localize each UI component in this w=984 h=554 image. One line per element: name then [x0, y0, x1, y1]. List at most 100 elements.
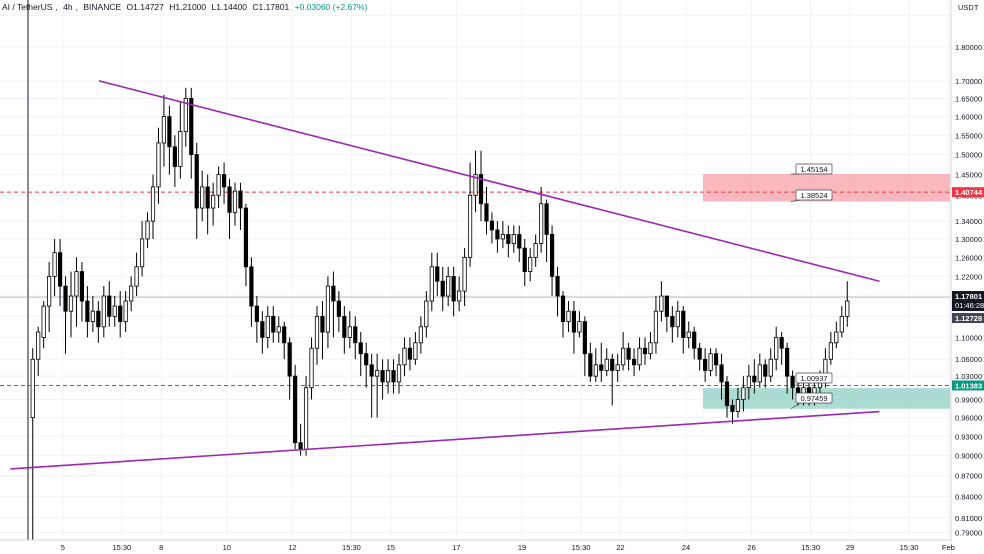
legend-low: L1.14400	[211, 2, 247, 12]
legend-symbol[interactable]: AI / TetherUS	[2, 2, 53, 12]
candle	[123, 291, 128, 333]
candle-body-down	[713, 353, 719, 366]
price-tick-label: 1.65000	[955, 94, 982, 103]
candle	[402, 337, 407, 377]
candle-body-down	[506, 234, 511, 244]
candle-body-down	[85, 300, 90, 322]
candle	[118, 291, 123, 338]
candle	[314, 306, 320, 365]
candle-body-up	[746, 375, 751, 389]
time-axis	[0, 540, 951, 554]
candle	[134, 252, 139, 297]
candle	[57, 238, 63, 307]
candle-body-down	[353, 326, 358, 344]
price-tick-label: 1.22000	[955, 272, 982, 281]
legend-interval[interactable]: 4h	[63, 2, 73, 12]
callout-leader	[790, 382, 801, 389]
candle-body-up	[621, 347, 626, 366]
callout-box	[795, 189, 833, 201]
candle	[30, 348, 35, 540]
candle-body-down	[670, 315, 675, 328]
callout-leader	[790, 402, 801, 410]
candle	[708, 348, 713, 377]
candle-body-up	[139, 238, 145, 268]
candle-body-up	[637, 347, 642, 366]
candle	[396, 353, 402, 394]
candle-body-down	[785, 347, 790, 377]
candle	[785, 342, 790, 394]
candle	[582, 316, 587, 377]
price-tick-label: 1.03000	[955, 372, 982, 381]
candle	[664, 295, 669, 333]
ascending-trendline[interactable]	[10, 410, 880, 470]
price-tick-label: 0.84000	[955, 492, 982, 501]
candle	[593, 348, 598, 382]
candle-body-up	[675, 310, 680, 328]
candle-body-down	[364, 353, 369, 366]
candle-body-down	[703, 358, 708, 371]
candle-body-up	[129, 285, 134, 302]
candle	[68, 271, 74, 338]
candle	[424, 291, 429, 338]
candle	[735, 387, 741, 418]
candle-body-down	[194, 154, 199, 209]
candle-body-down	[260, 321, 265, 338]
legend-exchange: BINANCE	[83, 2, 122, 12]
legend-open: O1.14727	[126, 2, 164, 12]
grid-layer	[0, 0, 951, 540]
support-price-badge: 1.01383	[952, 380, 984, 391]
candle	[659, 281, 664, 322]
trendline-layer[interactable]	[10, 80, 880, 470]
candle	[129, 276, 134, 312]
candle	[189, 87, 194, 179]
candle-body-down	[692, 331, 697, 349]
currency-label: USDT	[958, 3, 979, 12]
candle-body-up	[41, 305, 46, 338]
candle	[112, 296, 117, 327]
time-tick-label: Feb	[942, 543, 955, 552]
candle	[697, 342, 702, 371]
callout-label: 1.38524	[800, 191, 827, 200]
legend-change: +0.03060 (+2.67%)	[294, 2, 368, 12]
candle	[774, 326, 779, 371]
candle-body-down	[599, 364, 604, 371]
candle	[484, 186, 489, 235]
candle-body-up	[467, 194, 473, 258]
candle	[47, 262, 52, 333]
candle	[730, 399, 735, 424]
candle-body-down	[664, 295, 669, 317]
candle	[331, 271, 336, 338]
candle-body-down	[719, 364, 724, 383]
candle-body-down	[517, 234, 522, 249]
candle	[713, 348, 719, 377]
candle	[779, 332, 784, 365]
price-tick-label: 0.81000	[955, 514, 982, 523]
price-tick-label: 1.50000	[955, 151, 982, 160]
candle	[200, 170, 205, 222]
candle	[653, 296, 659, 354]
candle-body-down	[63, 285, 68, 312]
descending-trendline[interactable]	[98, 80, 880, 283]
price-tick-label: 1.26000	[955, 253, 982, 262]
candle-body-down	[681, 310, 686, 338]
candle-body-up	[511, 234, 516, 244]
candle	[205, 174, 210, 235]
candle	[167, 105, 172, 175]
candle-body-up	[36, 331, 41, 360]
candle	[446, 266, 451, 307]
candle	[467, 162, 473, 267]
candle-body-down	[254, 305, 259, 322]
candle	[571, 301, 577, 354]
time-tick-label: 26	[747, 543, 755, 552]
candle-body-up	[839, 315, 844, 333]
candle-body-down	[358, 342, 363, 355]
plot-area	[0, 0, 951, 540]
resistance-high-callout: 1.45154	[790, 163, 833, 175]
candle	[364, 342, 369, 388]
candle	[293, 364, 298, 450]
callout-label: 0.97459	[800, 394, 827, 403]
candle-body-down	[298, 442, 303, 450]
price-tick-label: 1.60000	[955, 113, 982, 122]
